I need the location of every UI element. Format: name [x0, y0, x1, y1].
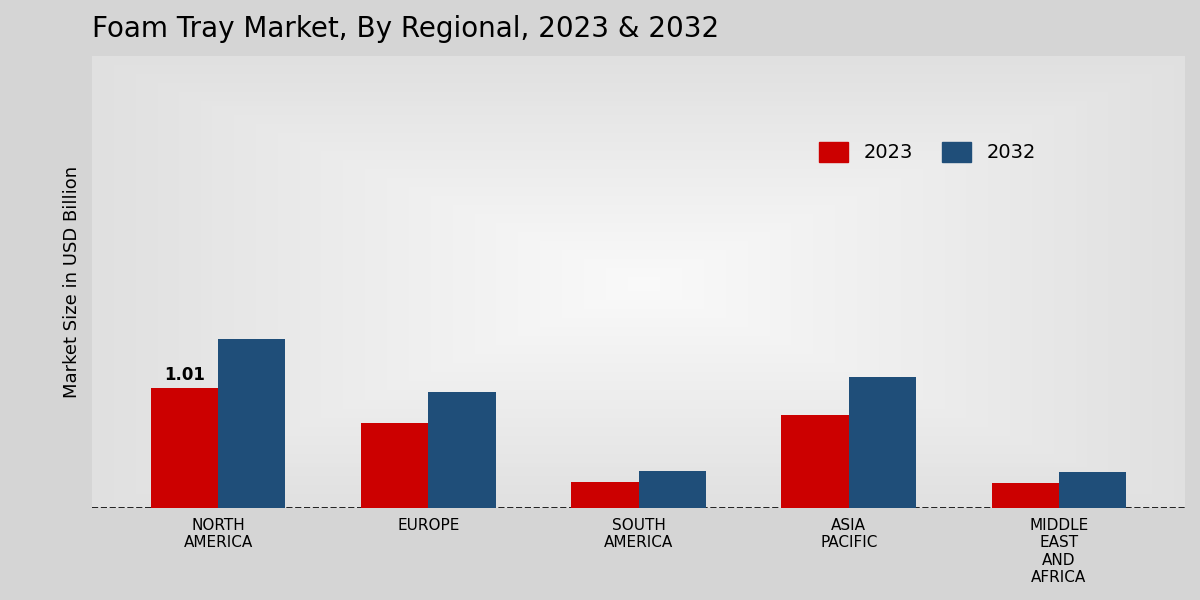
Y-axis label: Market Size in USD Billion: Market Size in USD Billion [62, 166, 82, 398]
Bar [361, 422, 428, 508]
Bar [428, 392, 496, 508]
Legend: 2023, 2032: 2023, 2032 [811, 134, 1044, 170]
Bar [571, 482, 638, 508]
Bar [848, 377, 916, 508]
Bar [151, 388, 218, 508]
Bar [638, 471, 706, 508]
Bar [218, 340, 286, 508]
Text: 1.01: 1.01 [164, 367, 205, 385]
Bar [991, 483, 1058, 508]
Text: Foam Tray Market, By Regional, 2023 & 2032: Foam Tray Market, By Regional, 2023 & 20… [92, 15, 719, 43]
Bar [1058, 472, 1126, 508]
Bar [781, 415, 848, 508]
